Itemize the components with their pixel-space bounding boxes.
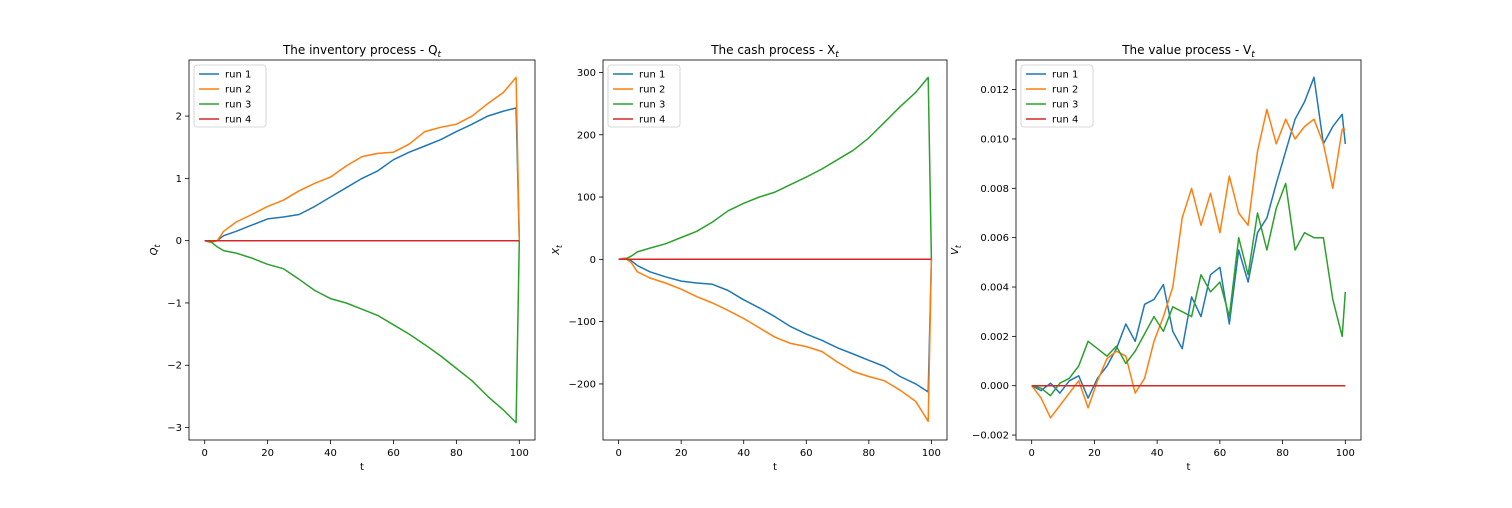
x-axis-label: t [360,462,364,473]
x-tick-label: 0 [202,448,208,459]
x-tick-label: 20 [1088,448,1101,459]
chart-title: The cash process - Xt [710,43,839,60]
y-tick-label: −200 [569,379,596,390]
x-tick-label: 40 [324,448,337,459]
y-axis-label: Xt [551,244,564,256]
y-tick-label: 0.002 [980,332,1009,343]
x-tick-label: 60 [800,448,813,459]
axes-frame [602,59,948,441]
y-tick-label: 2 [176,112,182,123]
legend-label-run-4: run 4 [1052,115,1078,126]
y-tick-label: −3 [167,423,182,434]
legend-label-run-1: run 1 [1052,70,1078,81]
y-axis-label: Qt [149,244,162,256]
y-tick-label: 0 [176,236,182,247]
axes-frame [1015,59,1362,441]
y-tick-label: 100 [577,193,596,204]
chart-panel-1: 0 20 40 60 80 100 −3 −2 −1 0 1 2 The inventory proce… [149,43,536,473]
chart-title: The inventory process - Qt [282,43,442,60]
legend: run 1 run 2 run 3 run 4 [1020,64,1094,128]
legend-label-run-4: run 4 [225,115,251,126]
y-tick-label: 0.008 [980,184,1009,195]
x-tick-label: 100 [510,448,529,459]
x-tick-label: 40 [1151,448,1164,459]
x-tick-label: 40 [737,448,750,459]
x-tick-label: 80 [450,448,463,459]
series-line-run-1 [618,257,933,393]
x-tick-label: 60 [1213,448,1226,459]
series-lines [204,76,521,424]
legend-label-run-3: run 3 [225,100,251,111]
x-tick-label: 0 [1028,448,1034,459]
legend-box [193,64,267,128]
legend-label-run-4: run 4 [639,115,665,126]
chart-panel-3: 0 20 40 60 80 100 −0.002 0.000 0.002 0.004 0.006 0.… [950,43,1362,473]
x-tick-label: 80 [1276,448,1289,459]
axes-frame [188,59,536,441]
series-line-run-2 [1031,108,1346,419]
y-tick-label: 300 [577,68,596,79]
y-tick-label: 0.010 [980,134,1009,145]
x-tick-label: 0 [615,448,621,459]
legend-label-run-2: run 2 [1052,85,1078,96]
x-tick-label: 20 [261,448,274,459]
x-tick-label: 60 [387,448,400,459]
series-line-run-2 [618,257,933,423]
legend-label-run-1: run 1 [225,70,251,81]
x-tick-label: 80 [862,448,875,459]
x-axis-label: t [1187,462,1191,473]
chart-panel-2: 0 20 40 60 80 100 −200 −100 0 100 200 300 The cash p… [551,43,948,473]
y-tick-label: 0.012 [980,85,1009,96]
y-tick-label: −1 [167,298,182,309]
legend: run 1 run 2 run 3 run 4 [607,64,681,128]
y-tick-label: 0.006 [980,233,1009,244]
series-line-run-3 [1031,182,1347,397]
series-lines [1031,76,1347,419]
series-line-run-3 [204,239,521,424]
x-tick-label: 100 [1336,448,1355,459]
legend: run 1 run 2 run 3 run 4 [193,64,267,128]
series-line-run-1 [1031,76,1347,399]
legend-label-run-3: run 3 [639,100,665,111]
y-tick-label: 0.000 [980,381,1009,392]
legend-box [1020,64,1094,128]
legend-label-run-1: run 1 [639,70,665,81]
series-line-run-2 [204,76,521,244]
series-line-run-3 [618,76,933,261]
legend-label-run-2: run 2 [639,85,665,96]
chart-title: The value process - Vt [1121,43,1255,60]
y-tick-label: −0.002 [972,431,1009,442]
y-tick-label: −2 [167,361,182,372]
x-tick-label: 20 [675,448,688,459]
y-tick-label: 0.004 [980,283,1009,294]
y-tick-label: 0 [590,255,596,266]
x-tick-label: 100 [922,448,941,459]
legend-box [607,64,681,128]
legend-label-run-3: run 3 [1052,100,1078,111]
series-line-run-1 [204,107,521,243]
y-tick-label: −100 [569,317,596,328]
y-tick-label: 200 [577,130,596,141]
series-lines [618,76,933,423]
y-axis-label: Vt [950,244,963,255]
x-axis-label: t [773,462,777,473]
legend-label-run-2: run 2 [225,85,251,96]
y-tick-label: 1 [176,174,182,185]
